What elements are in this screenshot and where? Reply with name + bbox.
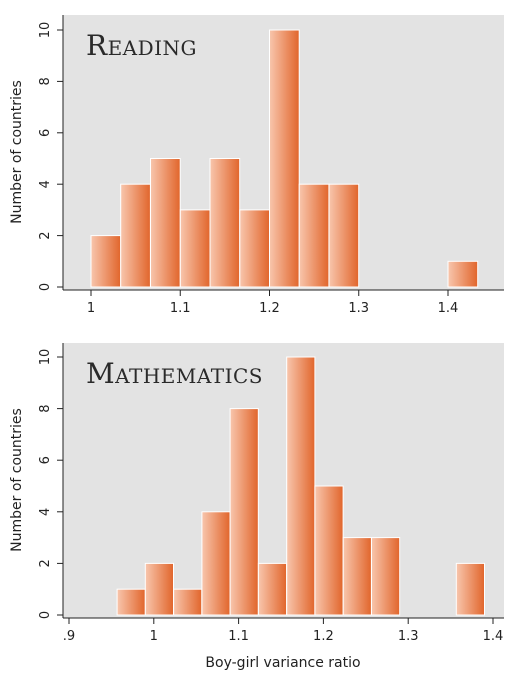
reading-y-tick-label-3: 6	[38, 129, 53, 137]
mathematics-bar-9	[371, 537, 401, 616]
mathematics-x-tick-label-0: .9	[63, 629, 75, 644]
mathematics-y-tick-label-1: 2	[38, 559, 53, 567]
reading-y-tick-label-0: 0	[38, 283, 53, 291]
reading-x-tick-label-0: 1	[87, 301, 95, 316]
reading-y-tick-label-1: 2	[38, 231, 53, 239]
reading-y-tick-label-4: 8	[38, 77, 53, 85]
mathematics-x-tick-label-2: 1.1	[228, 629, 249, 644]
mathematics-y-tick-label-5: 10	[38, 349, 53, 366]
mathematics-bar-7	[314, 485, 344, 616]
reading-bar-6	[269, 29, 300, 288]
mathematics-x-tick-label-3: 1.2	[313, 629, 334, 644]
mathematics-bar-3	[201, 511, 231, 616]
reading-bar-3	[179, 209, 211, 288]
x-axis-title: Boy-girl variance ratio	[205, 655, 360, 671]
reading-y-tick-label-5: 10	[38, 22, 53, 39]
mathematics-y-axis: 0 2 4 6 8 10	[38, 343, 64, 619]
reading-x-tick-label-1: 1.1	[170, 301, 191, 316]
mathematics-bar-12	[455, 562, 485, 616]
reading-bar-0	[90, 235, 122, 288]
mathematics-bar-5	[257, 562, 288, 616]
reading-bar-5	[239, 209, 271, 288]
mathematics-x-tick-label-1: 1	[150, 629, 158, 644]
reading-title: Reading	[86, 29, 197, 62]
reading-bar-1	[120, 183, 151, 288]
mathematics-x-axis: .9 1 1.1 1.2 1.3 1.4	[63, 617, 504, 644]
reading-bar-4	[209, 158, 241, 288]
mathematics-bars	[116, 356, 485, 616]
mathematics-bar-2	[173, 588, 203, 616]
mathematics-title: Mathematics	[86, 357, 263, 390]
reading-y-label: Number of countries	[9, 80, 25, 224]
mathematics-x-tick-label-4: 1.3	[398, 629, 419, 644]
mathematics-bar-4	[229, 408, 259, 616]
mathematics-bar-1	[144, 562, 175, 616]
reading-bar-2	[150, 158, 181, 288]
reading-bar-7	[298, 183, 330, 288]
mathematics-y-label: Number of countries	[9, 408, 25, 552]
reading-bar-8	[328, 183, 360, 288]
mathematics-y-tick-label-3: 6	[38, 456, 53, 464]
mathematics-panel: Mathematics 0 2 4 6 8 10 .9 1 1.1 1.2 1.3 1.4 Numb…	[9, 343, 504, 671]
reading-bar-12	[447, 260, 479, 288]
mathematics-y-tick-label-4: 8	[38, 404, 53, 412]
mathematics-bar-8	[342, 537, 372, 616]
mathematics-bar-6	[286, 356, 316, 616]
mathematics-x-tick-label-5: 1.4	[483, 629, 504, 644]
reading-x-tick-label-4: 1.4	[438, 301, 459, 316]
reading-bars	[90, 29, 479, 288]
mathematics-bar-0	[116, 588, 146, 616]
reading-x-axis: 1 1.1 1.2 1.3 1.4	[63, 289, 504, 316]
reading-y-tick-label-2: 4	[38, 180, 53, 188]
reading-y-axis: 0 2 4 6 8 10	[38, 15, 64, 291]
mathematics-y-tick-label-2: 4	[38, 508, 53, 516]
reading-panel: Reading 0 2 4 6 8 10 1 1.1 1.2 1.3 1.4 Number of …	[9, 15, 504, 316]
reading-x-tick-label-3: 1.3	[348, 301, 369, 316]
reading-x-tick-label-2: 1.2	[259, 301, 280, 316]
mathematics-y-tick-label-0: 0	[38, 611, 53, 619]
